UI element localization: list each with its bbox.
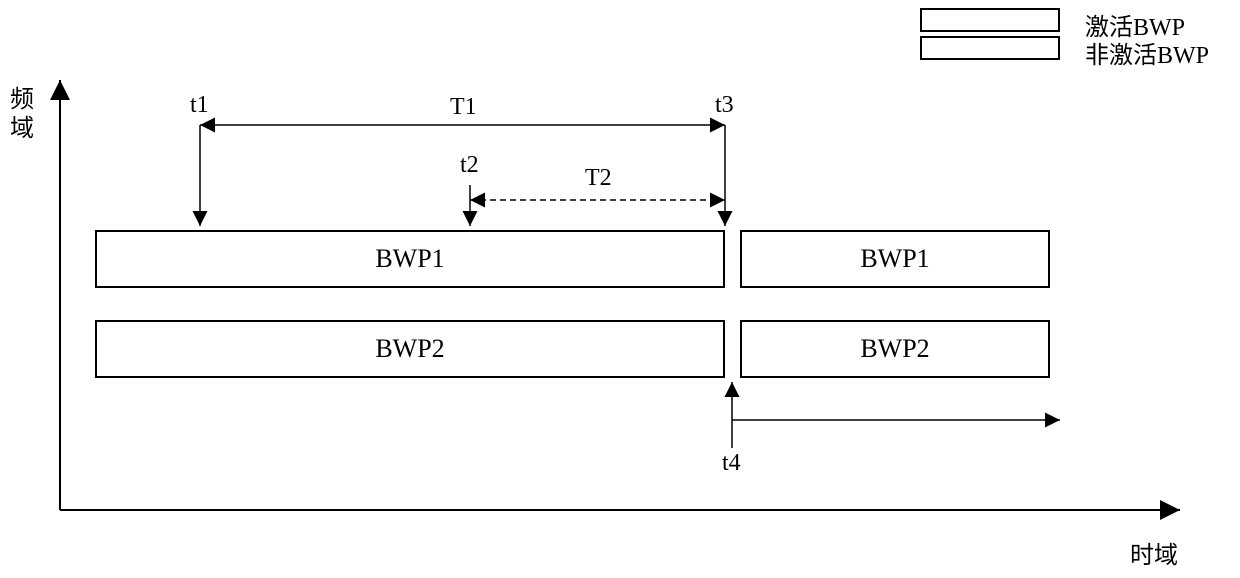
diagram-canvas: 激活BWP 非激活BWP 频 域 时域 BWP1 BWP1 BWP2 BWP2 …: [0, 0, 1240, 578]
arrows-svg: [0, 0, 1240, 578]
